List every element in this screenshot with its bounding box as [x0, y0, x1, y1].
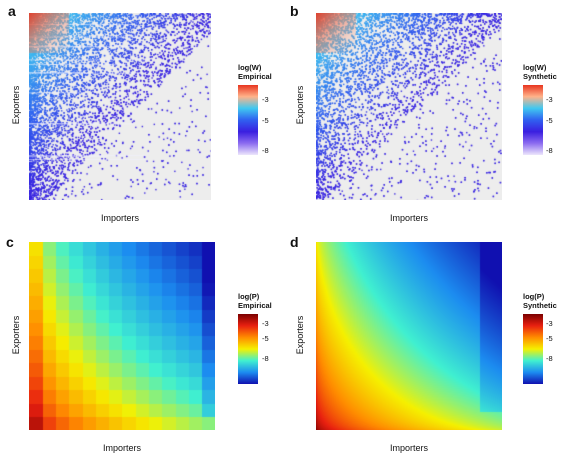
- legend-tick-c-2: -8: [262, 354, 269, 363]
- heatmap-c: [29, 242, 215, 430]
- legend-colorbar-d: [523, 314, 543, 384]
- legend-tick-b-2: -8: [546, 146, 553, 155]
- legend-colorbar-b: [523, 85, 543, 155]
- panel-letter-c: c: [6, 234, 14, 250]
- legend-tick-c-1: -5: [262, 334, 269, 343]
- legend-colorbar-c: [238, 314, 258, 384]
- x-axis-label-b: Importers: [389, 213, 428, 223]
- heatmap-d: [316, 242, 502, 430]
- y-axis-label-a: Exporters: [11, 85, 21, 125]
- legend-title-d: log(P) Synthetic: [523, 292, 557, 310]
- legend-tick-d-2: -8: [546, 354, 553, 363]
- legend-title-b: log(W) Synthetic: [523, 63, 557, 81]
- heatmap-a: [29, 13, 211, 200]
- x-axis-label-c: Importers: [102, 443, 141, 453]
- panel-letter-b: b: [290, 3, 299, 19]
- heatmap-b: [316, 13, 502, 200]
- panel-letter-a: a: [8, 3, 16, 19]
- legend-tick-d-1: -5: [546, 334, 553, 343]
- legend-tick-a-1: -5: [262, 116, 269, 125]
- legend-tick-b-1: -5: [546, 116, 553, 125]
- legend-title-a: log(W) Empirical: [238, 63, 272, 81]
- legend-tick-c-0: -3: [262, 319, 269, 328]
- y-axis-label-d: Exporters: [295, 315, 305, 355]
- legend-tick-a-2: -8: [262, 146, 269, 155]
- legend-tick-b-0: -3: [546, 95, 553, 104]
- x-axis-label-d: Importers: [389, 443, 428, 453]
- y-axis-label-c: Exporters: [11, 315, 21, 355]
- x-axis-label-a: Importers: [100, 213, 139, 223]
- panel-letter-d: d: [290, 234, 299, 250]
- legend-title-c: log(P) Empirical: [238, 292, 272, 310]
- y-axis-label-b: Exporters: [295, 85, 305, 125]
- legend-tick-a-0: -3: [262, 95, 269, 104]
- legend-tick-d-0: -3: [546, 319, 553, 328]
- legend-colorbar-a: [238, 85, 258, 155]
